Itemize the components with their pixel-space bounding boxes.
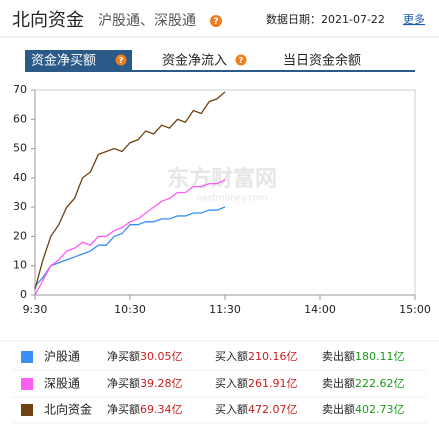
title: 北向资金: [12, 10, 84, 31]
sell-cell: 卖出额180.11亿: [322, 349, 405, 363]
legend-name: 北向资金: [44, 402, 92, 417]
help-icon-text: ?: [119, 56, 124, 65]
x-tick-label: 15:00: [399, 303, 431, 316]
tab-active-bg: [25, 50, 132, 71]
legend-swatch: [21, 351, 33, 363]
y-tick-label: 40: [13, 171, 27, 184]
subtitle: 沪股通、深股通: [98, 13, 196, 29]
tab[interactable]: 当日资金余额: [283, 53, 361, 69]
buy-value: 261.91亿: [248, 377, 298, 390]
net-cell: 净买额30.05亿: [107, 349, 183, 363]
help-icon[interactable]: [235, 54, 247, 66]
net-cell: 净买额69.34亿: [107, 402, 183, 416]
x-tick-label: 14:00: [304, 303, 336, 316]
series-line: [34, 91, 226, 290]
series-line: [34, 206, 226, 287]
net-value: 69.34亿: [140, 403, 183, 416]
x-tick-label: 11:30: [209, 303, 241, 316]
sell-value: 402.73亿: [355, 403, 405, 416]
net-label: 净买额: [107, 376, 140, 390]
x-tick-label: 9:30: [23, 303, 48, 316]
y-tick-label: 20: [13, 229, 27, 242]
legend-name: 沪股通: [44, 350, 80, 364]
tab-underline: [25, 70, 415, 72]
buy-label: 买入额: [215, 377, 248, 390]
sell-value: 180.11亿: [355, 350, 405, 363]
buy-label: 买入额: [215, 403, 248, 416]
help-icon[interactable]: [210, 15, 222, 27]
y-tick-label: 50: [13, 142, 27, 155]
sell-label: 卖出额: [322, 349, 355, 363]
date-label: 数据日期：: [266, 12, 321, 26]
buy-label: 买入额: [215, 350, 248, 363]
y-tick-label: 30: [13, 200, 27, 213]
buy-cell: 买入额261.91亿: [215, 377, 298, 390]
legend-swatch: [21, 404, 33, 416]
legend-name: 深股通: [44, 377, 80, 391]
x-tick-label: 10:30: [114, 303, 146, 316]
sell-label: 卖出额: [322, 376, 355, 390]
net-value: 30.05亿: [140, 350, 183, 363]
legend-swatch: [21, 378, 33, 390]
sell-cell: 卖出额222.62亿: [322, 376, 405, 390]
buy-cell: 买入额210.16亿: [215, 350, 298, 363]
watermark: 东方财富网: [167, 166, 277, 192]
y-tick-label: 0: [20, 288, 27, 301]
help-icon[interactable]: [115, 54, 127, 66]
net-value: 39.28亿: [140, 377, 183, 390]
y-tick-label: 10: [13, 259, 27, 272]
tab[interactable]: 资金净买额: [31, 53, 96, 69]
sell-label: 卖出额: [322, 402, 355, 416]
net-label: 净买额: [107, 349, 140, 363]
buy-value: 472.07亿: [248, 403, 298, 416]
tab[interactable]: 资金净流入: [162, 53, 227, 69]
date: 2021-07-22: [321, 13, 385, 26]
help-icon-text: ?: [239, 56, 244, 65]
y-tick-label: 70: [13, 83, 27, 96]
series-line: [34, 179, 226, 296]
watermark-url: eastmoney.com: [197, 194, 268, 204]
sell-cell: 卖出额402.73亿: [322, 402, 405, 416]
buy-value: 210.16亿: [248, 350, 298, 363]
more-link[interactable]: 更多: [403, 12, 425, 26]
date-line: 数据日期：2021-07-22: [266, 12, 385, 26]
net-cell: 净买额39.28亿: [107, 376, 183, 390]
y-tick-label: 60: [13, 112, 27, 125]
net-label: 净买额: [107, 402, 140, 416]
sell-value: 222.62亿: [355, 377, 405, 390]
buy-cell: 买入额472.07亿: [215, 403, 298, 416]
help-icon-text: ?: [213, 17, 218, 27]
